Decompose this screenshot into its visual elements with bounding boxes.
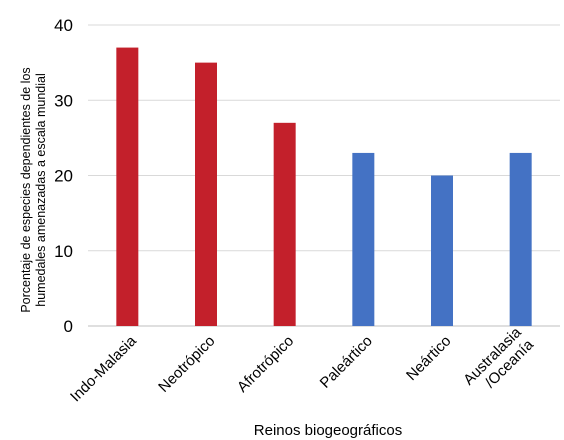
bar-indo-malasia bbox=[116, 47, 139, 326]
bar-neártico bbox=[431, 175, 453, 326]
x-axis-label: Reinos biogeográficos bbox=[254, 422, 402, 439]
y-tick-label: 40 bbox=[54, 16, 73, 35]
x-tick-label: Neotrópico bbox=[155, 333, 218, 396]
bar-paleártico bbox=[352, 152, 375, 326]
bars bbox=[116, 47, 532, 326]
bar-afrotrópico bbox=[273, 122, 296, 326]
y-tick-label: 30 bbox=[54, 91, 73, 110]
y-axis-ticks: 0 10 20 30 40 bbox=[54, 16, 73, 336]
x-tick-label: Neártico bbox=[403, 333, 455, 385]
y-tick-label: 20 bbox=[54, 167, 73, 186]
x-tick-label: Indo-Malasia bbox=[67, 332, 140, 405]
gridlines bbox=[88, 24, 560, 327]
y-axis-label-line-1: Porcentaje de especies dependientes de l… bbox=[19, 67, 33, 312]
x-tick-label: Afrotrópico bbox=[234, 333, 297, 396]
x-tick-label: Paleártico bbox=[317, 333, 376, 392]
y-tick-label: 0 bbox=[64, 317, 73, 336]
x-axis-ticks: Indo-Malasia Neotrópico Afrotrópico Paleárt… bbox=[67, 324, 537, 406]
y-axis-label-line-2: humedales amenazadas a escala mundial bbox=[34, 73, 48, 306]
x-tick-label: Australasia/Oceanía bbox=[460, 324, 537, 401]
y-tick-label: 10 bbox=[54, 242, 73, 261]
bar-neotrópico bbox=[195, 62, 217, 326]
bar-australasia bbox=[509, 152, 532, 326]
